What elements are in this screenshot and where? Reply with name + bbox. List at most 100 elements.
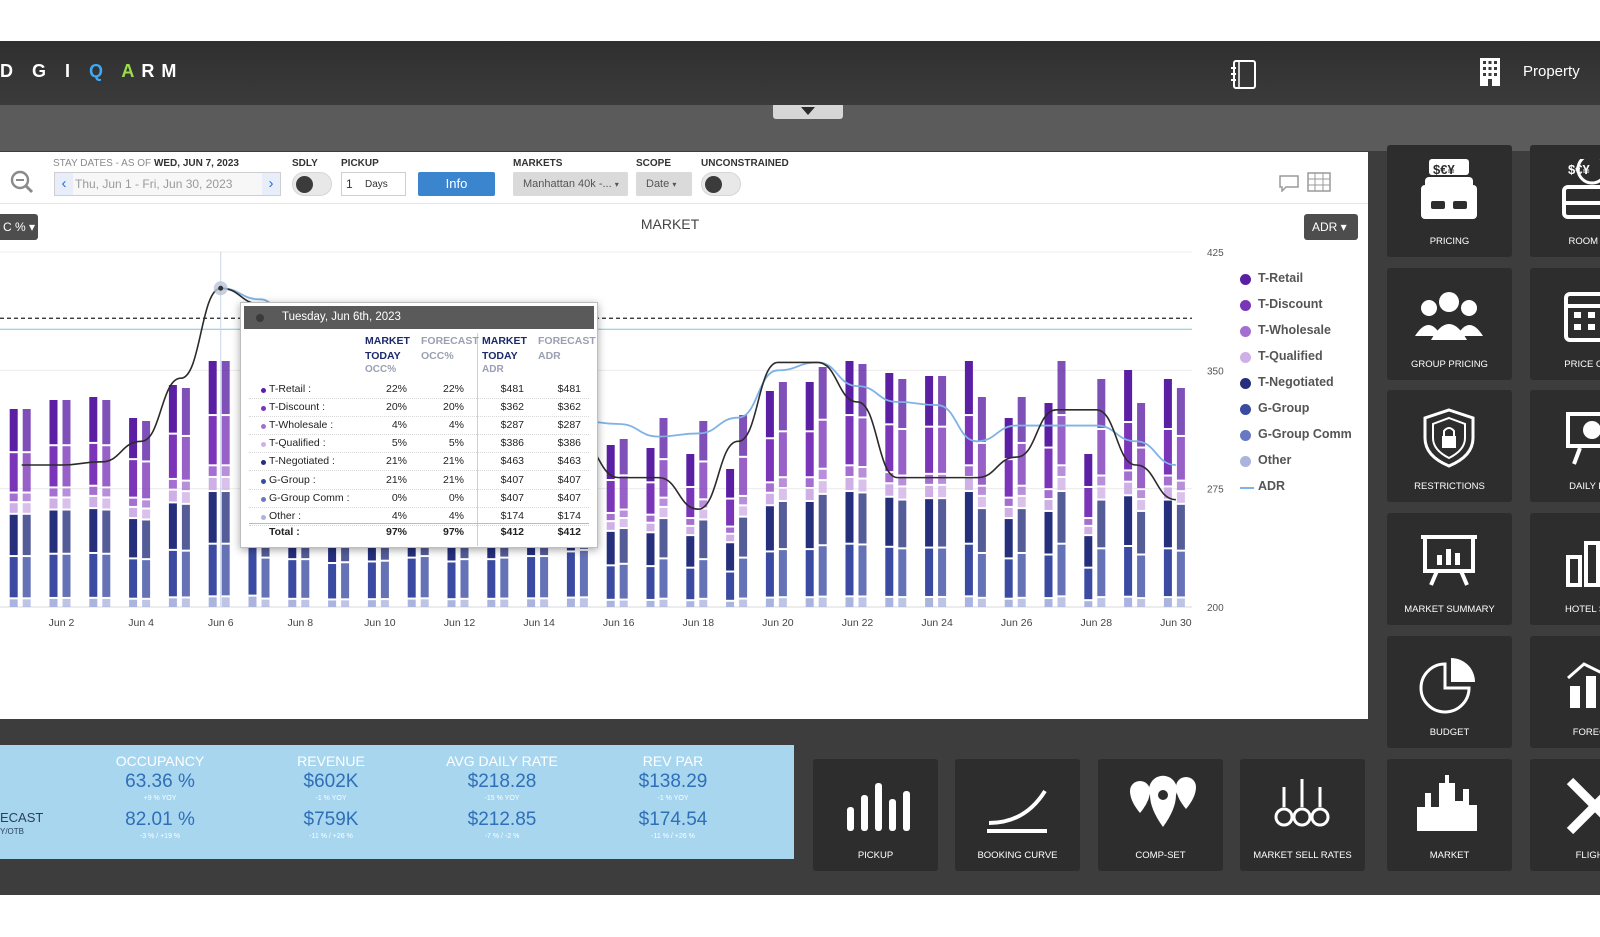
bar-segment-other (606, 600, 615, 607)
forecast-tile[interactable]: FORECA (1530, 636, 1600, 748)
budget-tile[interactable]: BUDGET (1387, 636, 1512, 748)
pricing-tile[interactable]: PRICING $€¥ (1387, 145, 1512, 257)
bar-segment-other (261, 599, 270, 607)
restrictions-tile[interactable]: RESTRICTIONS (1387, 390, 1512, 502)
bar-segment-t-negotiated (845, 492, 854, 543)
market-sell-rates-tile[interactable]: MARKET SELL RATES (1240, 759, 1365, 871)
tile-label: PICKUP (857, 850, 894, 861)
tooltip-row: T-Retail : 22% 22% $481 $481 (249, 381, 589, 399)
chart-board-icon (1421, 535, 1477, 586)
collapse-toggle[interactable] (773, 105, 843, 119)
bar-segment-other (301, 599, 310, 607)
bar-segment-t-negotiated (168, 503, 177, 549)
tooltip-adr-value: $407 (500, 491, 524, 504)
tile-label: FLIGHT (1575, 850, 1600, 861)
tooltip-row: T-Qualified : 5% 5% $386 $386 (249, 435, 589, 454)
x-axis-tick-label: Jun 24 (921, 617, 953, 629)
info-button[interactable]: Info (418, 172, 495, 196)
hotel-summary-tile[interactable]: HOTEL SUM (1530, 513, 1600, 625)
currency-arrows-icon (1274, 779, 1330, 827)
bar-segment-g-group (168, 550, 177, 597)
tooltip-adr-value: $412 (500, 526, 524, 538)
bar-segment-other (341, 600, 350, 607)
tooltip-fadr-value: $463 (557, 455, 581, 468)
bar-segment-t-qualified (606, 522, 615, 530)
occ-metric-dropdown[interactable]: C % ▾ (0, 214, 38, 240)
app-logo[interactable]: D G I Q ARM (0, 61, 184, 81)
kpi-forecast-value: $174.54 (638, 809, 708, 830)
comment-icon[interactable] (1278, 174, 1300, 192)
bar-segment-g-group (89, 553, 98, 597)
flights-tile[interactable]: FLIGHT (1530, 759, 1600, 871)
right-axis-tick-label: 425 (1207, 248, 1224, 259)
bar-segment-other (1097, 598, 1106, 607)
bar-segment-g-group (659, 559, 668, 598)
bar-segment-t-wholesale (805, 478, 814, 488)
bar-segment-t-qualified (89, 496, 98, 508)
tile-label: PRICING (1429, 236, 1470, 247)
zoom-out-icon[interactable] (10, 170, 34, 194)
adr-metric-dropdown[interactable]: ADR ▾ (1304, 214, 1358, 240)
notebook-icon[interactable] (1230, 59, 1258, 91)
bar-segment-t-qualified (1124, 482, 1133, 495)
bed-icon (1562, 159, 1600, 219)
bar-segment-t-wholesale (619, 510, 628, 517)
markets-dropdown[interactable]: Manhattan 40k -... ▾ (513, 172, 628, 196)
tooltip-row: G-Group : 21% 21% $407 $407 (249, 472, 589, 490)
tooltip-header: Tuesday, Jun 6th, 2023 (244, 306, 594, 329)
kpi-title: REV PAR (642, 753, 704, 769)
pickup-days-input[interactable]: 1 Days (341, 172, 406, 196)
bar-segment-other (22, 599, 31, 607)
bar-segment-other (380, 600, 389, 607)
pickup-tile[interactable]: PICKUP (813, 759, 938, 871)
bar-segment-t-retail (1004, 418, 1013, 459)
table-view-icon[interactable] (1307, 172, 1331, 192)
chevron-right-icon[interactable]: › (262, 173, 280, 195)
property-selector[interactable]: Property (1523, 63, 1580, 80)
sdly-toggle[interactable] (292, 172, 332, 196)
bar-segment-t-negotiated (686, 536, 695, 567)
daily-flash-tile[interactable]: DAILY FLA (1530, 390, 1600, 502)
bar-segment-g-group (301, 560, 310, 598)
bar-segment-t-negotiated (659, 519, 668, 558)
comp-set-tile[interactable]: COMP-SET (1098, 759, 1223, 871)
room-pricing-tile[interactable]: ROOM PRI $€¥ (1530, 145, 1600, 257)
people-icon (1415, 292, 1483, 340)
bar-segment-t-qualified (858, 479, 867, 492)
bar-segment-t-negotiated (1057, 492, 1066, 543)
bar-segment-t-negotiated (885, 497, 894, 546)
group-pricing-tile[interactable]: GROUP PRICING (1387, 268, 1512, 380)
kpi-actual-change: -1 % YOY (315, 795, 347, 802)
bar-segment-t-discount (89, 443, 98, 485)
adr-today-line (21, 287, 1176, 510)
bar-segment-t-negotiated (181, 504, 190, 550)
building-icon[interactable] (1479, 57, 1501, 87)
x-axis-tick-label: Jun 28 (1081, 617, 1113, 629)
x-axis-tick-label: Jun 6 (208, 617, 234, 629)
bar-segment-t-negotiated (129, 519, 138, 558)
market-summary-tile[interactable]: MARKET SUMMARY (1387, 513, 1512, 625)
bar-segment-other (181, 598, 190, 607)
scope-dropdown[interactable]: Date ▾ (636, 172, 692, 196)
market-tile[interactable]: MARKET (1387, 759, 1512, 871)
bar-segment-t-discount (818, 420, 827, 468)
bar-segment-t-retail (9, 409, 18, 452)
bar-segment-g-group (49, 554, 58, 597)
booking-curve-tile[interactable]: BOOKING CURVE (955, 759, 1080, 871)
bar-segment-t-wholesale (221, 466, 230, 476)
unconstrained-toggle[interactable] (701, 172, 741, 196)
x-axis-tick-label: Jun 16 (603, 617, 635, 629)
bar-segment-t-discount (181, 436, 190, 480)
tooltip-row: T-Discount : 20% 20% $362 $362 (249, 399, 589, 418)
date-range-picker[interactable]: ‹ Thu, Jun 1 - Fri, Jun 30, 2023 › (54, 172, 281, 196)
bar-segment-g-group (566, 552, 575, 597)
bar-segment-g-group (22, 557, 31, 598)
kpi-forecast-change: -11 % / +26 % (651, 833, 695, 840)
tooltip-sub-occ: OCC% (365, 364, 397, 375)
bar-segment-t-wholesale (699, 500, 708, 508)
bar-segment-t-qualified (1057, 477, 1066, 491)
bar-segment-other (938, 597, 947, 607)
chevron-left-icon[interactable]: ‹ (55, 173, 73, 195)
price-calendar-tile[interactable]: PRICE CALE (1530, 268, 1600, 380)
tooltip-row-label: T-Negotiated : (269, 455, 335, 468)
